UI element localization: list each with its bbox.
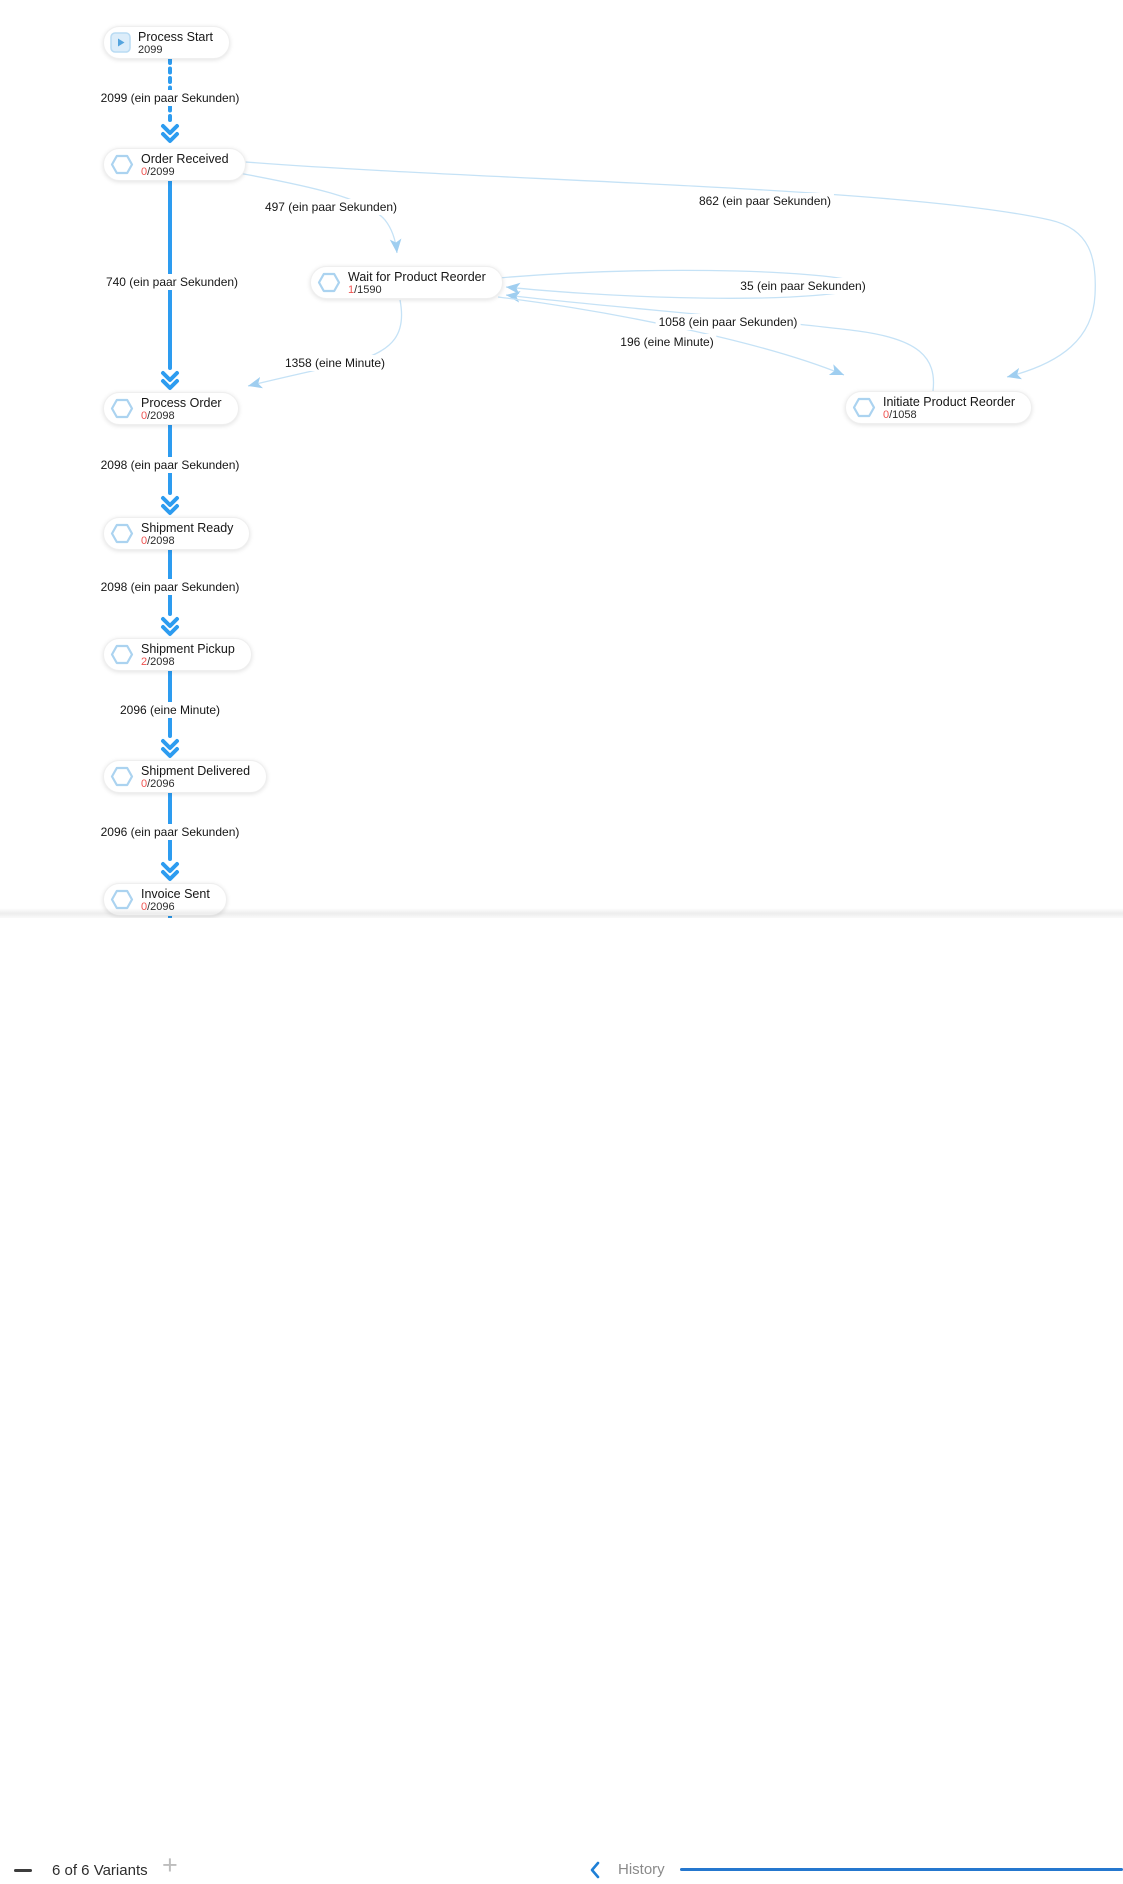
arrowhead (161, 625, 179, 636)
node-title: Initiate Product Reorder (883, 394, 1016, 409)
process-map-canvas[interactable]: Process Start 2099 Order Received 0/2099… (0, 0, 1123, 918)
node-count: 0/1058 (883, 408, 917, 421)
node-count: 2/2098 (141, 655, 175, 668)
node-title: Shipment Ready (141, 520, 234, 535)
edge-label-wait-process: 1358 (eine Minute) (281, 355, 389, 371)
edge-wait-to-process (247, 299, 403, 389)
node-title: Shipment Pickup (141, 641, 235, 656)
variants-count-label: 6 of 6 Variants (52, 1862, 148, 1879)
node-process-order[interactable]: Process Order 0/2098 (103, 392, 239, 425)
edge-label-ready-pickup: 2098 (ein paar Sekunden) (97, 579, 243, 595)
edge-label-pickup-delivered: 2096 (eine Minute) (116, 702, 224, 718)
minus-icon (14, 1868, 32, 1872)
hexagon-icon (317, 272, 341, 293)
node-title: Order Received (141, 151, 229, 166)
node-title: Process Start (138, 29, 214, 44)
node-count: 0/2096 (141, 900, 175, 913)
node-title: Process Order (141, 395, 222, 410)
arrowhead (161, 371, 179, 382)
node-order-received[interactable]: Order Received 0/2099 (103, 148, 246, 181)
increase-variants-button[interactable]: + (162, 1850, 178, 1880)
arrowhead (161, 870, 179, 881)
edge-label-order-wait: 497 (ein paar Sekunden) (261, 199, 401, 215)
edge-label-initiate-wait: 1058 (ein paar Sekunden) (655, 314, 801, 330)
node-shipment-ready[interactable]: Shipment Ready 0/2098 (103, 517, 251, 550)
node-process-start[interactable]: Process Start 2099 (103, 26, 231, 59)
edge-label-wait-self: 35 (ein paar Sekunden) (737, 278, 869, 294)
hexagon-icon (110, 154, 134, 175)
hexagon-icon (110, 889, 134, 910)
node-initiate-product-reorder[interactable]: Initiate Product Reorder 0/1058 (845, 391, 1033, 424)
edge-label-start-order: 2099 (ein paar Sekunden) (97, 90, 243, 106)
node-count: 2099 (138, 43, 163, 56)
node-count: 1/1590 (348, 283, 382, 296)
arrowhead (161, 124, 179, 135)
arrowhead (161, 504, 179, 515)
node-title: Shipment Delivered (141, 763, 251, 778)
node-count: 0/2099 (141, 165, 175, 178)
hexagon-icon (110, 644, 134, 665)
edge-initiate-to-wait (505, 290, 935, 392)
edge-label-wait-initiate: 196 (eine Minute) (617, 334, 717, 350)
decrease-variants-button[interactable] (14, 1858, 38, 1882)
edge-label-order-initiate: 862 (ein paar Sekunden) (695, 193, 835, 209)
node-invoice-sent[interactable]: Invoice Sent 0/2096 (103, 883, 227, 916)
edge-label-delivered-invoice: 2096 (ein paar Sekunden) (97, 824, 243, 840)
arrowhead (161, 496, 179, 507)
chevron-left-icon (590, 1861, 600, 1879)
edge-label-process-ready: 2098 (ein paar Sekunden) (97, 457, 243, 473)
history-back-button[interactable] (589, 1861, 601, 1884)
arrowhead (161, 739, 179, 750)
edge-order-to-initiate (232, 160, 1096, 380)
hexagon-icon (110, 523, 134, 544)
node-shipment-pickup[interactable]: Shipment Pickup 2/2098 (103, 638, 252, 671)
node-title: Invoice Sent (141, 886, 210, 901)
play-icon (110, 32, 131, 53)
edge-label-order-process: 740 (ein paar Sekunden) (102, 274, 242, 290)
node-count: 0/2098 (141, 534, 175, 547)
history-label: History (618, 1861, 665, 1878)
arrowhead (161, 617, 179, 628)
arrowhead (161, 747, 179, 758)
hexagon-icon (110, 766, 134, 787)
bottom-bar: 6 of 6 Variants + History (0, 918, 1123, 1879)
node-shipment-delivered[interactable]: Shipment Delivered 0/2096 (103, 760, 268, 793)
node-count: 0/2098 (141, 409, 175, 422)
node-wait-for-product-reorder[interactable]: Wait for Product Reorder 1/1590 (310, 266, 503, 299)
arrowhead (161, 379, 179, 390)
panel-divider (0, 908, 1123, 920)
history-slider-track[interactable] (680, 1868, 1123, 1871)
node-title: Wait for Product Reorder (348, 269, 486, 284)
hexagon-icon (852, 397, 876, 418)
arrowhead (161, 862, 179, 873)
node-count: 0/2096 (141, 777, 175, 790)
hexagon-icon (110, 398, 134, 419)
arrowhead (161, 132, 179, 143)
